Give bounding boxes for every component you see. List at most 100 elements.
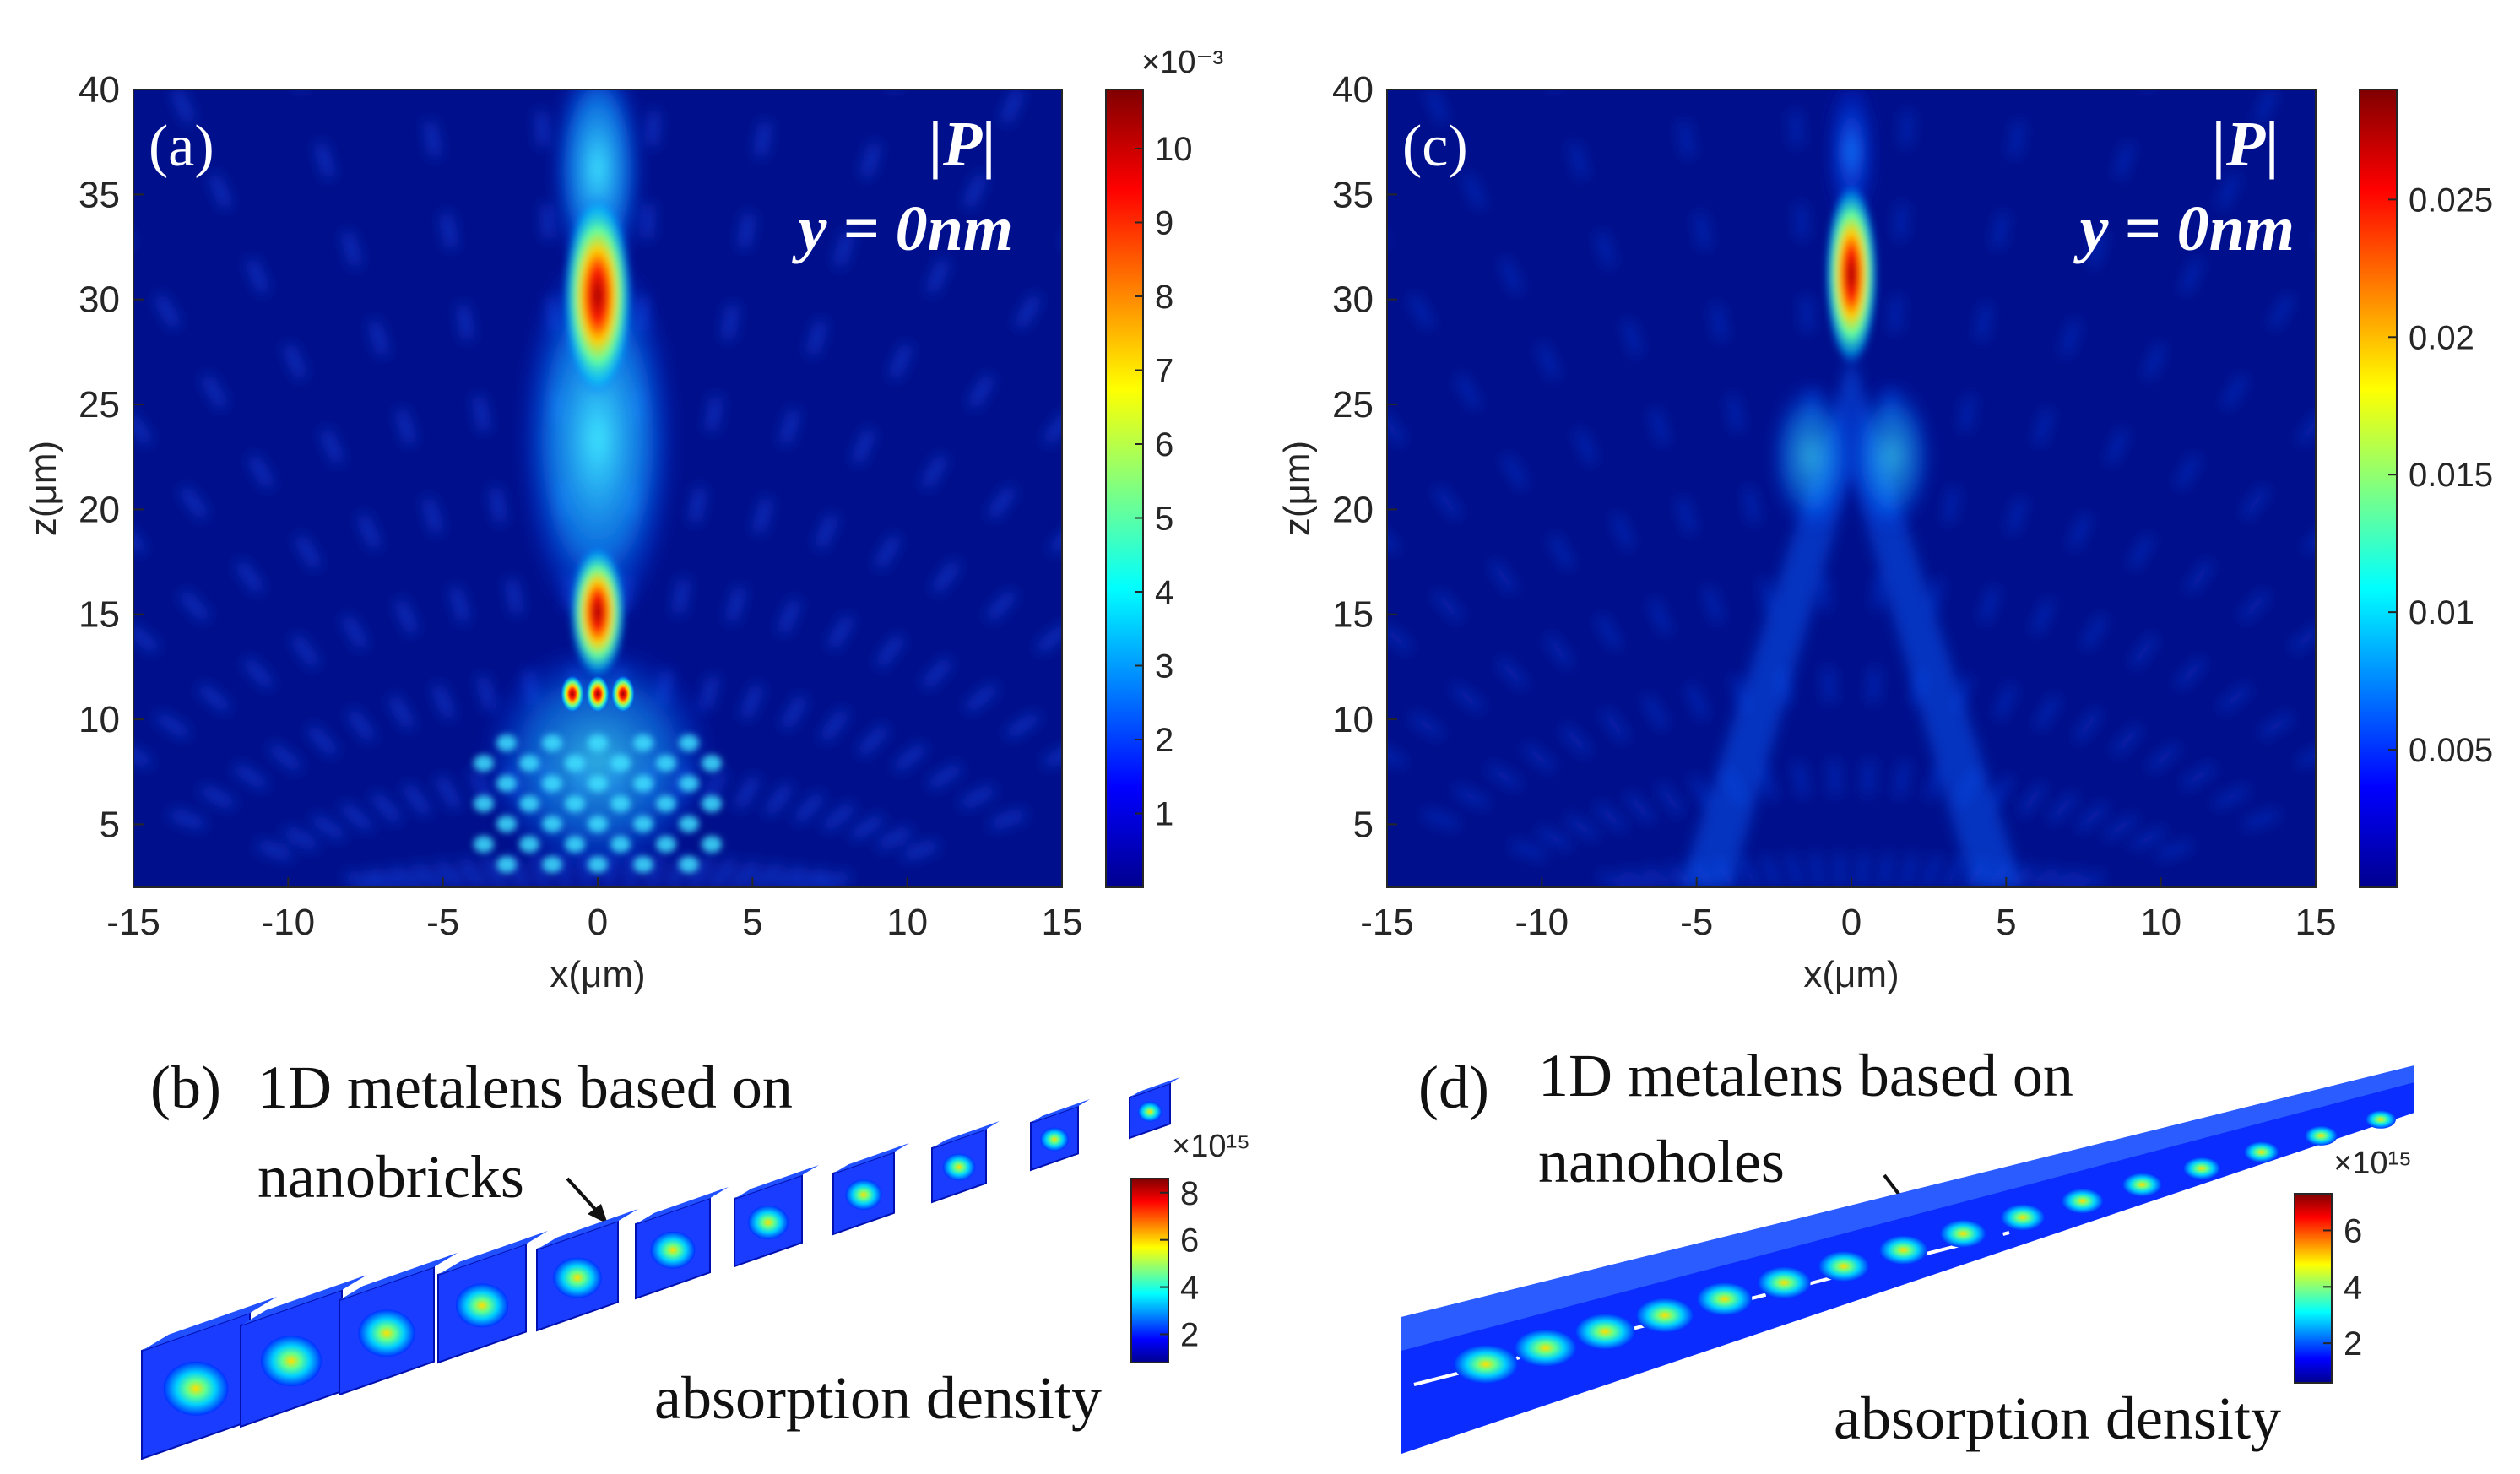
- y-tick-label: 40: [79, 69, 120, 111]
- nanohole-spot: [1454, 1345, 1518, 1384]
- near-field-spot: [702, 795, 722, 812]
- nanobrick: [635, 1187, 729, 1300]
- nanohole-spot: [1879, 1235, 1928, 1265]
- y-axis-label: z(μm): [1276, 441, 1318, 536]
- panel-c-label: (c): [1402, 114, 1468, 179]
- y-tick-label: 35: [1332, 174, 1374, 215]
- panel-b-title-line1: 1D metalens based on: [257, 1054, 793, 1121]
- x-tick-label: 0: [1841, 902, 1862, 943]
- field-streak: [646, 89, 897, 887]
- nanohole-spot: [2001, 1204, 2045, 1231]
- panel-d-label: (d): [1418, 1054, 1489, 1121]
- colorbar-tick-label: 10: [1155, 131, 1193, 168]
- colorbar-tick-label: 0.015: [2409, 457, 2493, 494]
- y-tick-label: 10: [1332, 699, 1374, 740]
- x-tick-label: 10: [2140, 902, 2181, 943]
- near-field-spot: [496, 816, 517, 832]
- x-axis-label: x(μm): [550, 954, 645, 995]
- field-streak: [1921, 89, 2278, 887]
- x-tick-label: -5: [1680, 902, 1713, 943]
- x-tick-label: 5: [1996, 902, 2016, 943]
- colorbar-tick-label: 8: [1155, 279, 1173, 316]
- y-tick-label: 15: [1332, 594, 1374, 636]
- x-tick-label: -15: [106, 902, 160, 943]
- panel-c-focal-spot: [1824, 182, 1878, 367]
- nanohole-spot: [1575, 1314, 1635, 1350]
- near-field-spot: [679, 816, 699, 832]
- panel-c-plane: y = 0nm: [2073, 193, 2295, 264]
- panel-b-label: (b): [150, 1054, 221, 1121]
- x-tick-label: 5: [742, 902, 762, 943]
- colorbar-tick-label: 2: [1155, 722, 1173, 759]
- colorbar-tick-label: 8: [1180, 1175, 1199, 1212]
- y-tick-label: 40: [1332, 69, 1374, 111]
- y-tick-label: 35: [79, 174, 120, 215]
- near-field-spot: [610, 795, 631, 812]
- y-axis-label: z(μm): [23, 441, 64, 536]
- near-field-spot: [519, 836, 539, 853]
- panel-c-quantity: |P|: [2212, 109, 2279, 180]
- panel-a-focal-spot-main: [562, 194, 633, 397]
- colorbar-tick-label: 6: [2344, 1212, 2362, 1249]
- near-field-spot: [565, 755, 585, 772]
- panel-b-caption: absorption density: [654, 1364, 1102, 1432]
- near-field-spot: [474, 795, 494, 812]
- colorbar-tick-label: 4: [1180, 1270, 1199, 1307]
- near-field-spot: [633, 775, 653, 792]
- near-field-spot: [656, 755, 676, 772]
- panel-b-nanobricks: [141, 1077, 1180, 1460]
- y-tick-label: 30: [1332, 279, 1374, 321]
- nanohole-spot: [1636, 1298, 1694, 1333]
- near-field-spot: [588, 856, 608, 873]
- near-field-spot: [542, 816, 562, 832]
- field-streak: [1789, 89, 1845, 887]
- colorbar-exponent: ×10¹⁵: [2333, 1146, 2412, 1181]
- field-streak: [625, 89, 777, 887]
- colorbar-exponent: ×10⁻³: [1141, 45, 1223, 80]
- panel-a-focal-spot-secondary: [569, 545, 626, 680]
- nanobrick: [832, 1143, 909, 1236]
- y-tick-label: 20: [1332, 489, 1374, 530]
- near-field-spot: [679, 856, 699, 873]
- near-field-spot: [588, 734, 608, 751]
- near-field-spot: [679, 734, 699, 751]
- near-field-spot: [474, 755, 494, 772]
- nanohole-spot: [1758, 1266, 1811, 1299]
- nanobrick: [931, 1121, 1000, 1204]
- nanobrick: [536, 1209, 638, 1332]
- x-tick-label: 0: [588, 902, 608, 943]
- panel-c-field-pattern: [1387, 89, 2316, 887]
- field-streak: [667, 89, 1024, 887]
- colorbar-tick-label: 9: [1155, 205, 1173, 242]
- nanohole-spot: [1940, 1219, 1986, 1248]
- colorbar-tick-label: 6: [1155, 426, 1173, 463]
- near-field-spot: [702, 836, 722, 853]
- x-tick-label: -5: [426, 902, 459, 943]
- nanobrick: [437, 1231, 548, 1364]
- field-streak: [1857, 89, 1914, 887]
- field-streak: [1878, 89, 2030, 887]
- colorbar-tick-label: 4: [2344, 1269, 2362, 1306]
- field-streak: [1425, 89, 1782, 887]
- field-streak: [1552, 89, 1803, 887]
- nanohole-spot: [1818, 1251, 1869, 1282]
- near-field-spot: [496, 856, 517, 873]
- near-field-spot: [496, 734, 517, 751]
- colorbar-tick-label: 0.025: [2409, 182, 2493, 219]
- near-field-spot: [633, 816, 653, 832]
- nanohole-spot: [2122, 1173, 2162, 1197]
- nanohole-spot: [2244, 1141, 2279, 1163]
- y-tick-label: 5: [100, 804, 120, 845]
- panel-d-colorbar: 2 4 6 ×10¹⁵: [2294, 1146, 2412, 1384]
- x-tick-label: -15: [1360, 902, 1414, 943]
- near-field-spot: [565, 795, 585, 812]
- panel-d-title-line2: nanoholes: [1538, 1128, 1785, 1195]
- field-streak: [419, 89, 571, 887]
- y-tick-label: 25: [1332, 384, 1374, 425]
- near-field-spot: [519, 755, 539, 772]
- colorbar-tick-label: 2: [1180, 1316, 1199, 1353]
- near-field-spot: [610, 836, 631, 853]
- y-tick-label: 25: [79, 384, 120, 425]
- x-tick-label: -10: [1515, 902, 1569, 943]
